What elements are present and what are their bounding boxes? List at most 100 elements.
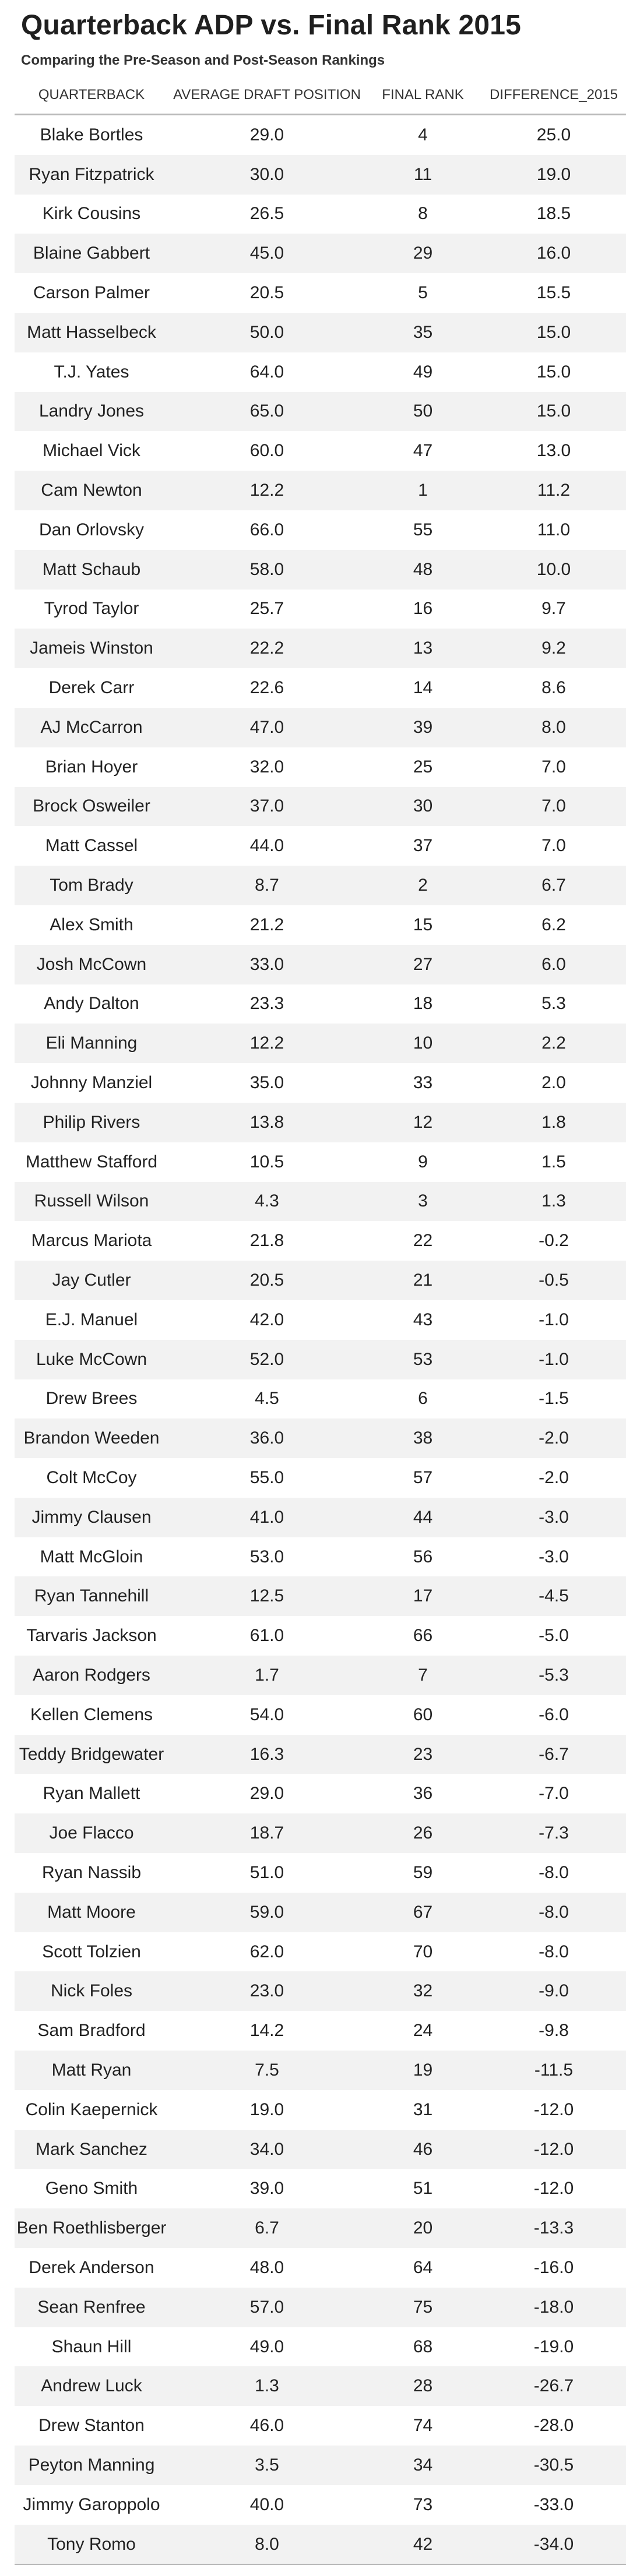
- difference-cell: 2.2: [480, 1024, 626, 1064]
- table-row: Sean Renfree 57.0 75 -18.0: [15, 2287, 626, 2327]
- final-rank-cell: 26: [365, 1813, 480, 1854]
- header-quarterback[interactable]: QUARTERBACK: [15, 76, 168, 115]
- table-row: Blaine Gabbert 45.0 29 16.0: [15, 234, 626, 274]
- final-rank-cell: 56: [413, 1547, 433, 1566]
- quarterback-cell: Ben Roethlisberger: [15, 2208, 168, 2249]
- adp-cell: 37.0: [168, 786, 365, 827]
- difference-cell: 10.0: [480, 549, 626, 590]
- quarterback-cell: Colin Kaepernick: [25, 2099, 158, 2119]
- final-rank-cell: 22: [413, 1231, 433, 1251]
- table-row: Ben Roethlisberger 6.7 20 -13.3: [15, 2208, 626, 2249]
- quarterback-cell: Ryan Nassib: [41, 1862, 142, 1882]
- table-row: AJ McCarron 47.0 39 8.0: [15, 707, 626, 747]
- final-rank-cell: 5: [418, 283, 428, 303]
- difference-cell: 13.0: [536, 441, 571, 461]
- adp-cell: 60.0: [249, 441, 284, 461]
- difference-cell: -7.3: [480, 1813, 626, 1854]
- final-rank-cell: 30: [365, 786, 480, 827]
- final-rank-cell: 66: [413, 1626, 433, 1646]
- final-rank-cell: 67: [365, 1892, 480, 1932]
- final-rank-cell: 73: [413, 2494, 433, 2514]
- adp-cell: 42.0: [249, 1310, 284, 1329]
- difference-cell: 11.2: [480, 471, 626, 510]
- table-row: Sam Bradford 14.2 24 -9.8: [15, 2011, 626, 2051]
- quarterback-cell: AJ McCarron: [15, 707, 168, 747]
- adp-cell: 36.0: [168, 1418, 365, 1459]
- adp-cell: 30.0: [168, 154, 365, 195]
- difference-cell: -18.0: [480, 2287, 626, 2327]
- final-rank-cell: 35: [365, 312, 480, 352]
- final-rank-cell: 37: [413, 836, 433, 856]
- final-rank-cell: 75: [365, 2287, 480, 2327]
- adp-cell: 48.0: [249, 2257, 284, 2277]
- adp-cell: 12.2: [168, 471, 365, 510]
- final-rank-cell: 33: [413, 1073, 433, 1093]
- adp-cell: 59.0: [168, 1892, 365, 1932]
- quarterback-cell: Sean Renfree: [15, 2287, 168, 2327]
- quarterback-cell: Josh McCown: [15, 944, 168, 984]
- difference-cell: -8.0: [539, 1862, 569, 1882]
- header-average-draft-position[interactable]: AVERAGE DRAFT POSITION: [168, 76, 365, 115]
- quarterback-cell: Teddy Bridgewater: [15, 1734, 168, 1774]
- adp-cell: 7.5: [168, 2051, 365, 2090]
- final-rank-cell: 60: [413, 1705, 433, 1724]
- quarterback-cell: Joe Flacco: [15, 1813, 168, 1854]
- difference-cell: -1.5: [539, 1389, 569, 1409]
- difference-cell: -34.0: [480, 2524, 626, 2566]
- final-rank-cell: 8: [418, 204, 428, 224]
- difference-cell: -26.7: [480, 2366, 626, 2406]
- final-rank-cell: 34: [365, 2446, 480, 2485]
- quarterback-cell: Derek Carr: [48, 678, 135, 698]
- difference-cell: 6.7: [480, 866, 626, 905]
- table-row: Matt Moore 59.0 67 -8.0: [15, 1892, 626, 1932]
- quarterback-cell: Jay Cutler: [15, 1261, 168, 1300]
- chart-subtitle: Comparing the Pre-Season and Post-Season…: [21, 52, 385, 68]
- header-difference-2015[interactable]: DIFFERENCE_2015: [480, 76, 626, 115]
- difference-cell: -4.5: [480, 1576, 626, 1617]
- difference-cell: -8.0: [539, 1942, 569, 1961]
- adp-cell: 12.5: [168, 1576, 365, 1617]
- final-rank-cell: 48: [365, 549, 480, 590]
- table-row: Michael Vick 60.0 47 13.0: [15, 431, 626, 471]
- adp-cell: 46.0: [249, 2416, 284, 2436]
- final-rank-cell: 23: [365, 1734, 480, 1774]
- quarterback-cell: Matt Ryan: [15, 2051, 168, 2090]
- adp-cell: 10.5: [249, 1152, 284, 1171]
- difference-cell: -11.5: [480, 2051, 626, 2090]
- adp-cell: 49.0: [249, 2337, 284, 2356]
- header-final-rank[interactable]: FINAL RANK: [365, 76, 480, 115]
- final-rank-cell: 42: [365, 2524, 480, 2566]
- difference-cell: 6.2: [541, 915, 566, 934]
- quarterback-cell: Colt McCoy: [46, 1467, 137, 1487]
- quarterback-cell: Matthew Stafford: [25, 1152, 158, 1171]
- final-rank-cell: 31: [413, 2099, 433, 2119]
- final-rank-cell: 43: [413, 1310, 433, 1329]
- quarterback-cell: Brian Hoyer: [45, 757, 138, 777]
- difference-cell: -12.0: [480, 2129, 626, 2169]
- difference-cell: -9.0: [480, 1971, 626, 2012]
- difference-cell: 11.0: [537, 520, 571, 539]
- final-rank-cell: 15: [413, 915, 433, 934]
- difference-cell: 15.0: [480, 391, 626, 432]
- table-row: Josh McCown 33.0 27 6.0: [15, 944, 626, 984]
- quarterback-cell: Andrew Luck: [15, 2366, 168, 2406]
- quarterback-cell: Blake Bortles: [40, 125, 143, 144]
- final-rank-cell: 4: [418, 125, 428, 144]
- quarterback-cell: E.J. Manuel: [45, 1310, 138, 1329]
- difference-cell: -3.0: [539, 1547, 569, 1566]
- quarterback-cell: Kellen Clemens: [30, 1705, 153, 1724]
- difference-cell: -13.3: [480, 2208, 626, 2249]
- table-row: Geno Smith 39.0 51 -12.0: [15, 2169, 626, 2208]
- table-row: Ryan Nassib 51.0 59 -8.0: [15, 1853, 626, 1893]
- table-row: Russell Wilson 4.3 3 1.3: [15, 1181, 626, 1222]
- adp-cell: 44.0: [249, 836, 284, 856]
- quarterback-cell: Marcus Mariota: [31, 1231, 152, 1251]
- final-rank-cell: 28: [365, 2366, 480, 2406]
- final-rank-cell: 36: [413, 1784, 433, 1804]
- final-rank-cell: 50: [365, 391, 480, 432]
- adp-cell: 32.0: [249, 757, 284, 777]
- quarterback-cell: Matt Moore: [15, 1892, 168, 1932]
- quarterback-cell: Jimmy Clausen: [15, 1497, 168, 1537]
- adp-cell: 23.3: [249, 994, 284, 1014]
